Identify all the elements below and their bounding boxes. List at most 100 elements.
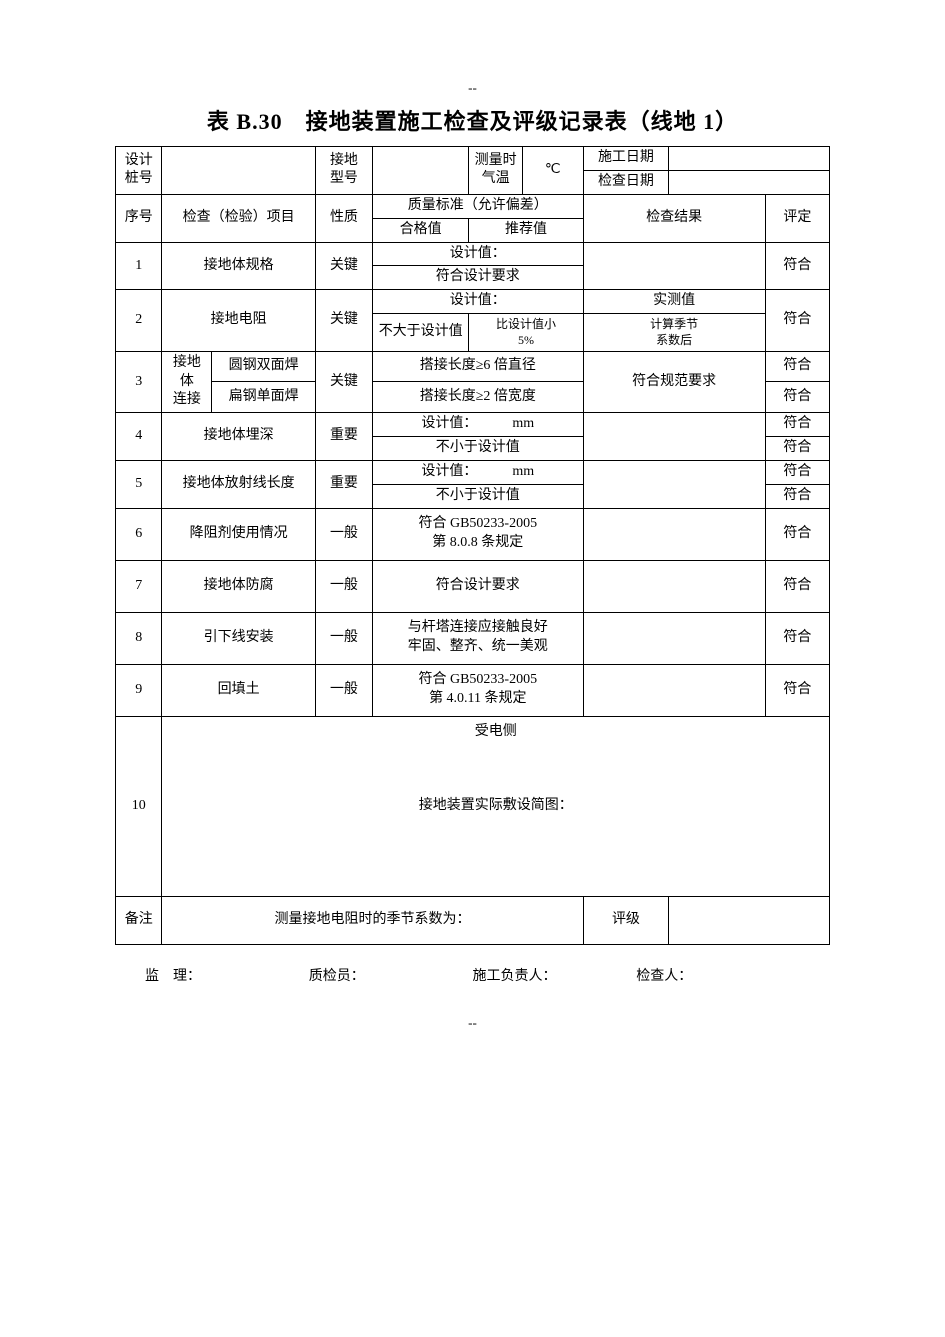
r9-nat: 一般 xyxy=(315,664,372,716)
r10-no: 10 xyxy=(116,716,162,896)
th-std: 质量标准（允许偏差） xyxy=(373,194,584,218)
r7-ev: 符合 xyxy=(765,560,829,612)
hdr-gnd-model: 接地 型号 xyxy=(315,147,372,195)
r8-ev: 符合 xyxy=(765,612,829,664)
r5-a: 设计值： mm xyxy=(373,461,584,485)
bottom-dash: -- xyxy=(115,1015,830,1031)
hdr-check-date-val xyxy=(669,170,830,194)
r10-sketch-label: 接地装置实际敷设简图： xyxy=(419,798,573,813)
sig-supervisor: 监 理： xyxy=(145,965,309,985)
r5-b: 不小于设计值 xyxy=(373,484,584,508)
top-dash: -- xyxy=(115,80,830,96)
row-8: 8 引下线安装 一般 与杆塔连接应接触良好 牢固、整齐、统一美观 符合 xyxy=(116,612,830,664)
th-seq: 序号 xyxy=(116,194,162,242)
hdr-meas-temp: 测量时 气温 xyxy=(469,147,523,195)
sig-foreman: 施工负责人： xyxy=(473,965,637,985)
r1-no: 1 xyxy=(116,242,162,290)
r6-res xyxy=(583,508,765,560)
r6-ev: 符合 xyxy=(765,508,829,560)
r2-a: 设计值： xyxy=(373,290,584,314)
notes-grade-val xyxy=(669,896,830,944)
r9-res xyxy=(583,664,765,716)
r5-nat: 重要 xyxy=(315,461,372,509)
th-rec: 推荐值 xyxy=(469,218,583,242)
r1-ev: 符合 xyxy=(765,242,829,290)
row-9: 9 回填土 一般 符合 GB50233-2005 第 4.0.11 条规定 符合 xyxy=(116,664,830,716)
r2-b1: 不大于设计值 xyxy=(373,314,469,351)
r1-b: 符合设计要求 xyxy=(373,266,584,290)
hdr-design-pile: 设计 桩号 xyxy=(116,147,162,195)
r5-res-a xyxy=(583,461,765,485)
hdr-temp-unit: ℃ xyxy=(522,147,583,195)
r5-res-b xyxy=(583,484,765,508)
r10-side: 受电侧 xyxy=(475,723,517,742)
r10-sketch: 接地装置实际敷设简图： 受电侧 xyxy=(162,716,830,896)
row-2a: 2 接地电阻 关键 设计值： 实测值 符合 xyxy=(116,290,830,314)
record-table: 设计 桩号 接地 型号 测量时 气温 ℃ 施工日期 检查日期 序号 检查（检验）… xyxy=(115,146,830,945)
th-pass: 合格值 xyxy=(373,218,469,242)
r3-std1: 搭接长度≥6 倍直径 xyxy=(373,351,584,382)
row-5a: 5 接地体放射线长度 重要 设计值： mm 符合 xyxy=(116,461,830,485)
r7-nat: 一般 xyxy=(315,560,372,612)
r2-res2: 计算季节 系数后 xyxy=(583,314,765,351)
th-item: 检查（检验）项目 xyxy=(162,194,315,242)
r3-ev2: 符合 xyxy=(765,382,829,413)
hdr-check-date: 检查日期 xyxy=(583,170,669,194)
r5-item: 接地体放射线长度 xyxy=(162,461,315,509)
colhdr-row-1: 序号 检查（检验）项目 性质 质量标准（允许偏差） 检查结果 评定 xyxy=(116,194,830,218)
r8-std: 与杆塔连接应接触良好 牢固、整齐、统一美观 xyxy=(373,612,584,664)
th-nature: 性质 xyxy=(315,194,372,242)
r3-sub1: 圆钢双面焊 xyxy=(212,351,316,382)
hdr-cons-date: 施工日期 xyxy=(583,147,669,171)
th-eval: 评定 xyxy=(765,194,829,242)
row-1a: 1 接地体规格 关键 设计值： 符合 xyxy=(116,242,830,266)
r7-item: 接地体防腐 xyxy=(162,560,315,612)
r3-std2: 搭接长度≥2 倍宽度 xyxy=(373,382,584,413)
r7-res xyxy=(583,560,765,612)
r5-no: 5 xyxy=(116,461,162,509)
r1-item: 接地体规格 xyxy=(162,242,315,290)
r4-b: 不小于设计值 xyxy=(373,437,584,461)
sig-qc: 质检员： xyxy=(309,965,473,985)
r9-ev: 符合 xyxy=(765,664,829,716)
r6-std: 符合 GB50233-2005 第 8.0.8 条规定 xyxy=(373,508,584,560)
notes-label: 备注 xyxy=(116,896,162,944)
r5-ev-b: 符合 xyxy=(765,484,829,508)
r1-a: 设计值： xyxy=(373,242,584,266)
signature-line: 监 理： 质检员： 施工负责人： 检查人： xyxy=(115,965,830,985)
r3-item1: 接地体 连接 xyxy=(162,351,212,413)
r8-no: 8 xyxy=(116,612,162,664)
r8-res xyxy=(583,612,765,664)
r6-item: 降阻剂使用情况 xyxy=(162,508,315,560)
hdr-gnd-model-val xyxy=(373,147,469,195)
r2-item: 接地电阻 xyxy=(162,290,315,351)
row-7: 7 接地体防腐 一般 符合设计要求 符合 xyxy=(116,560,830,612)
notes-grade: 评级 xyxy=(583,896,669,944)
notes-text: 测量接地电阻时的季节系数为： xyxy=(162,896,583,944)
r4-ev-b: 符合 xyxy=(765,437,829,461)
r9-std: 符合 GB50233-2005 第 4.0.11 条规定 xyxy=(373,664,584,716)
r2-nat: 关键 xyxy=(315,290,372,351)
r4-a: 设计值： mm xyxy=(373,413,584,437)
row-6: 6 降阻剂使用情况 一般 符合 GB50233-2005 第 8.0.8 条规定… xyxy=(116,508,830,560)
r4-item: 接地体埋深 xyxy=(162,413,315,461)
page-title: 表 B.30 接地装置施工检查及评级记录表（线地 1） xyxy=(115,104,830,136)
r4-nat: 重要 xyxy=(315,413,372,461)
row-3a: 3 接地体 连接 圆钢双面焊 关键 搭接长度≥6 倍直径 符合规范要求 符合 xyxy=(116,351,830,382)
r1-res xyxy=(583,242,765,290)
r5-ev-a: 符合 xyxy=(765,461,829,485)
r9-item: 回填土 xyxy=(162,664,315,716)
r9-no: 9 xyxy=(116,664,162,716)
r3-res: 符合规范要求 xyxy=(583,351,765,413)
notes-row: 备注 测量接地电阻时的季节系数为： 评级 xyxy=(116,896,830,944)
header-row-1: 设计 桩号 接地 型号 测量时 气温 ℃ 施工日期 xyxy=(116,147,830,171)
r7-std: 符合设计要求 xyxy=(373,560,584,612)
row-4a: 4 接地体埋深 重要 设计值： mm 符合 xyxy=(116,413,830,437)
r8-item: 引下线安装 xyxy=(162,612,315,664)
page: -- 表 B.30 接地装置施工检查及评级记录表（线地 1） 设计 桩号 接地 … xyxy=(0,0,945,1071)
r1-nat: 关键 xyxy=(315,242,372,290)
r4-no: 4 xyxy=(116,413,162,461)
r3-ev1: 符合 xyxy=(765,351,829,382)
r2-no: 2 xyxy=(116,290,162,351)
row-10: 10 接地装置实际敷设简图： 受电侧 xyxy=(116,716,830,896)
